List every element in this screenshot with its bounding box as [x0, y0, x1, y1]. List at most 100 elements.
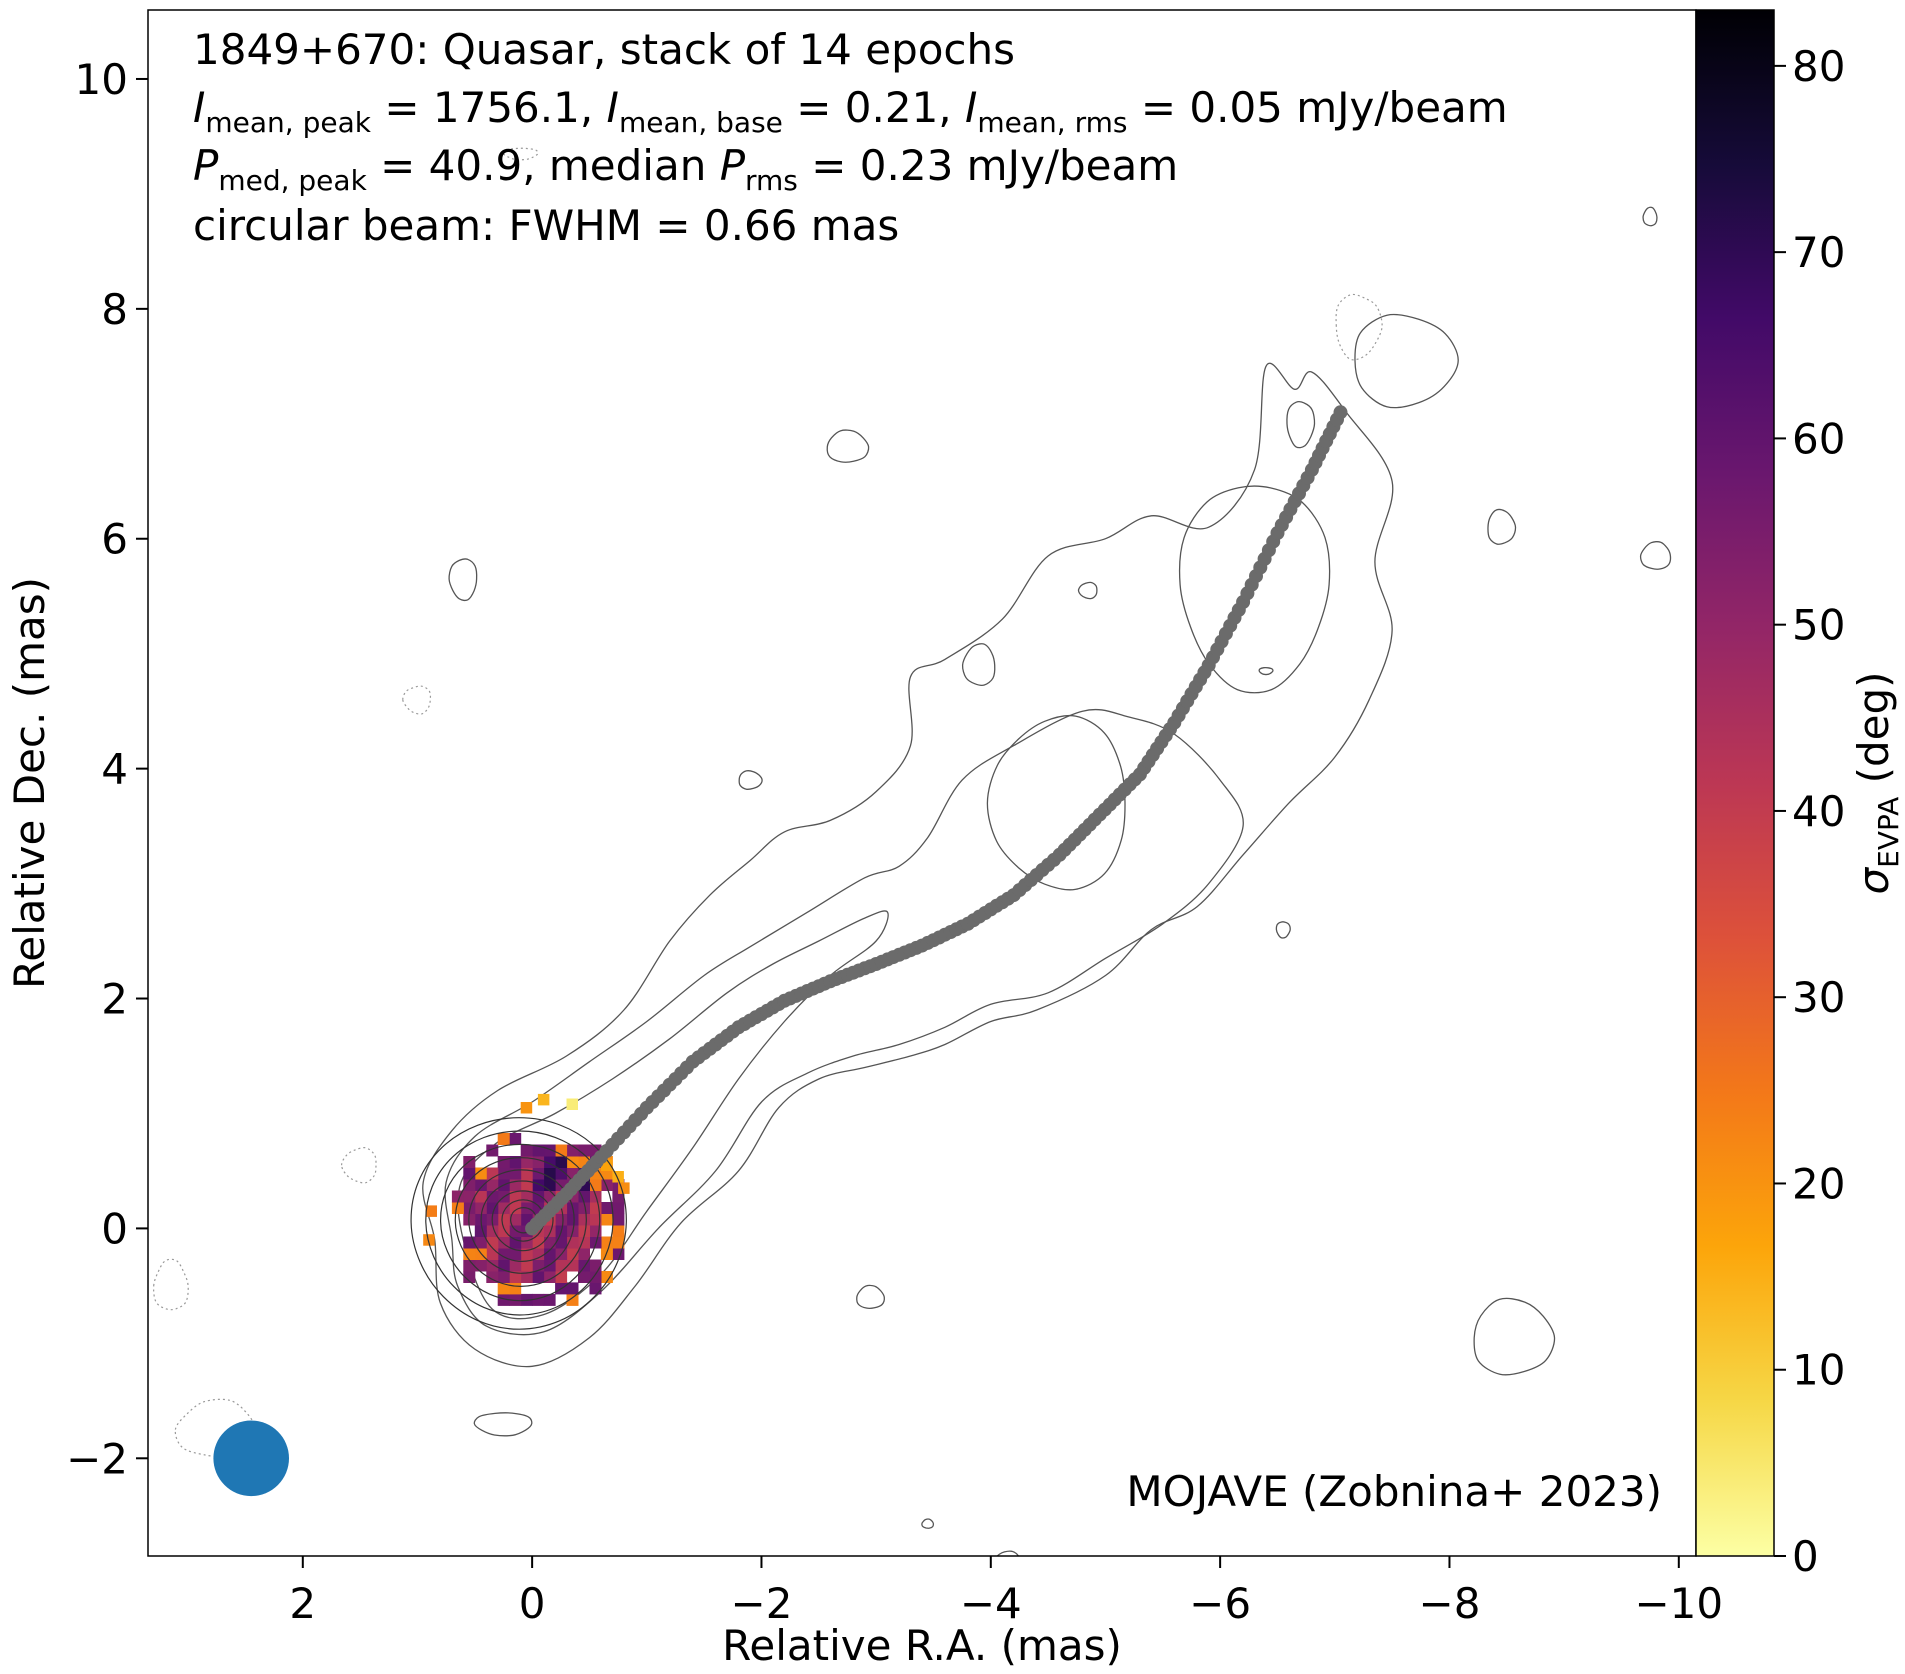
evpa-pixel	[463, 1167, 476, 1180]
negative-contour	[153, 1258, 189, 1311]
evpa-pixel	[543, 1179, 556, 1191]
evpa-pixel	[497, 1271, 510, 1283]
y-tick-label: 6	[101, 515, 128, 564]
contour-island	[1487, 508, 1517, 545]
evpa-pixel	[497, 1282, 510, 1295]
evpa-pixel	[555, 1213, 568, 1226]
evpa-pixel	[509, 1282, 522, 1295]
evpa-pixel	[509, 1248, 522, 1260]
x-tick-label: −8	[1419, 1579, 1481, 1628]
evpa-pixel	[532, 1271, 545, 1283]
contour-outer-jet	[422, 362, 1394, 1368]
evpa-pixel	[537, 1093, 550, 1106]
evpa-pixel	[497, 1213, 510, 1226]
contour-island	[996, 1550, 1020, 1556]
contour-island	[1354, 313, 1459, 409]
contour-island	[1642, 206, 1658, 227]
evpa-pixel	[589, 1271, 602, 1283]
y-tick-label: 10	[75, 55, 128, 104]
evpa-pixel	[555, 1236, 568, 1249]
evpa-pixel	[486, 1190, 499, 1203]
x-tick-label: 2	[289, 1579, 316, 1628]
x-axis-label: Relative R.A. (mas)	[722, 1621, 1122, 1670]
evpa-pixel	[578, 1271, 590, 1283]
core-contour	[468, 1169, 575, 1274]
evpa-pixel	[555, 1271, 568, 1283]
evpa-pixel	[509, 1213, 522, 1226]
x-tick-label: −10	[1634, 1579, 1723, 1628]
evpa-pixel	[589, 1259, 602, 1272]
contour-island	[961, 643, 996, 687]
plot-area	[147, 9, 1697, 1557]
evpa-pixel	[543, 1225, 556, 1237]
evpa-pixel	[578, 1202, 590, 1214]
evpa-pixel	[509, 1167, 522, 1180]
core-contour	[410, 1117, 627, 1330]
core-contour	[425, 1130, 614, 1316]
evpa-pixel	[578, 1144, 590, 1157]
evpa-pixel	[509, 1271, 522, 1283]
evpa-pixel	[578, 1213, 590, 1226]
evpa-pixel	[543, 1248, 556, 1260]
evpa-pixel	[497, 1225, 510, 1237]
evpa-pixel	[425, 1205, 437, 1217]
contour-island	[448, 558, 478, 602]
colorbar-tick-label: 80	[1792, 42, 1845, 91]
contour-island	[1258, 666, 1274, 676]
x-tick-label: −2	[731, 1579, 793, 1628]
evpa-pixel	[463, 1190, 476, 1203]
plot-background	[148, 10, 1696, 1556]
evpa-pixel	[543, 1271, 556, 1283]
evpa-pixel	[555, 1167, 568, 1180]
contour-island	[856, 1284, 885, 1310]
colorbar: 0 10 20 30 40 50 60 70 80 σEVPA (deg)	[1695, 9, 1905, 1581]
y-tick-label: 8	[101, 285, 128, 334]
y-tick-label: −2	[66, 1434, 128, 1483]
evpa-pixel	[600, 1213, 613, 1226]
colorbar-label: σEVPA (deg)	[1849, 671, 1905, 894]
evpa-pixel	[520, 1144, 533, 1157]
evpa-pixel	[612, 1236, 625, 1249]
contour-island	[738, 770, 763, 790]
evpa-pixel	[486, 1202, 499, 1214]
negative-contour	[340, 1147, 377, 1184]
ridgeline-point	[1333, 405, 1348, 420]
evpa-pixel	[532, 1293, 545, 1306]
evpa-pixel	[509, 1225, 522, 1237]
evpa-pixel	[589, 1282, 602, 1295]
evpa-pixel	[566, 1213, 579, 1226]
negative-contour	[402, 685, 432, 715]
colorbar-tick-label: 10	[1792, 1346, 1845, 1395]
y-axis-label: Relative Dec. (mas)	[5, 577, 54, 989]
y-tick-label: 2	[101, 975, 128, 1024]
evpa-pixel	[543, 1167, 556, 1180]
x-axis-ticks: 2 0 −2 −4 −6 −8 −10	[289, 1556, 1723, 1628]
colorbar-frame	[1695, 9, 1775, 1557]
contour-island	[473, 1412, 533, 1437]
evpa-pixel	[532, 1144, 545, 1157]
evpa-pixel	[509, 1156, 522, 1168]
core-contour	[439, 1143, 601, 1302]
evpa-pixel	[520, 1102, 533, 1114]
evpa-pixel	[497, 1167, 510, 1180]
evpa-pixel	[532, 1167, 545, 1180]
core-contour	[454, 1157, 587, 1288]
colorbar-gradient	[1696, 10, 1774, 1556]
title-line2: Imean, peak = 1756.1, Imean, base = 0.21…	[193, 83, 1508, 139]
contour-island	[826, 429, 870, 463]
evpa-pixel	[486, 1259, 499, 1272]
x-tick-label: 0	[519, 1579, 546, 1628]
contour-island	[921, 1518, 935, 1529]
evpa-pixel	[612, 1248, 625, 1260]
evpa-pixel	[520, 1167, 533, 1180]
title-block: 1849+670: Quasar, stack of 14 epochs Imea…	[193, 25, 1508, 250]
evpa-pixel	[509, 1190, 522, 1203]
x-tick-label: −4	[960, 1579, 1022, 1628]
evpa-pixel	[600, 1179, 613, 1191]
colorbar-tick-label: 30	[1792, 973, 1845, 1022]
evpa-pixel	[520, 1259, 533, 1272]
evpa-pixel	[566, 1236, 579, 1249]
evpa-pixel	[543, 1236, 556, 1249]
evpa-pixel	[612, 1202, 625, 1214]
